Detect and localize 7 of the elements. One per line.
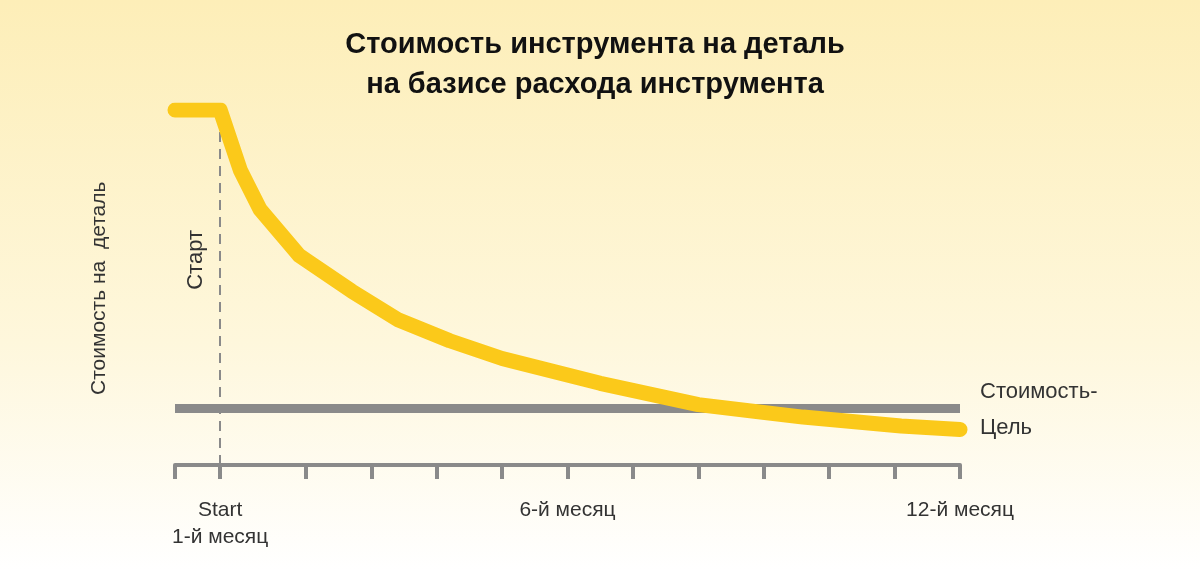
ref-line-label: Старт — [181, 230, 207, 290]
x-tick-label: Start 1-й месяц — [172, 497, 269, 547]
ref-line-label: Стоимость- Цель — [980, 377, 1098, 439]
y-axis-title: Стоимость на деталь — [86, 181, 109, 395]
x-tick-label: 12-й месяц — [906, 497, 1014, 520]
x-tick-label: 6-й месяц — [519, 497, 616, 520]
chart-title: Стоимость инструмента на деталь на базисе расхода инструмента — [345, 27, 845, 99]
